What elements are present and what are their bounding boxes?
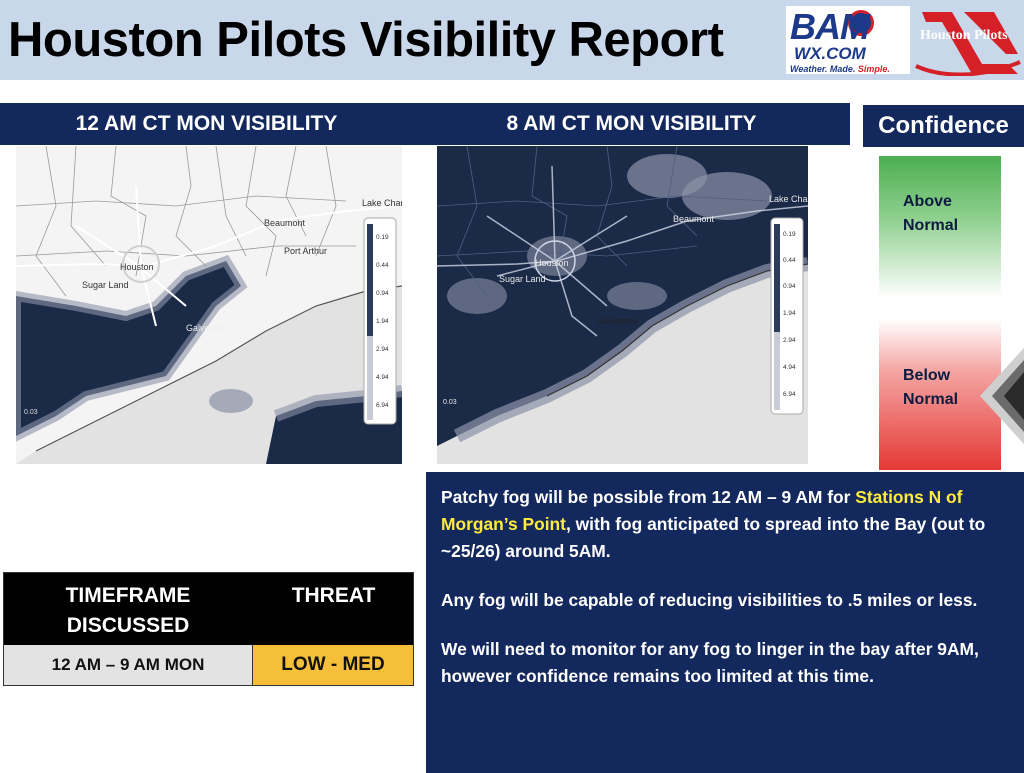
- map2-legend-tick: 6.94: [783, 391, 796, 398]
- map2-city-label: Lake Char: [769, 194, 808, 204]
- discussion-paragraph-2: Any fog will be capable of reducing visi…: [441, 590, 978, 610]
- bam-wx-logo: BAM WX.COM Weather. Made. Simple.: [786, 6, 910, 74]
- map1-legend-tick: 1.94: [376, 318, 389, 325]
- map2-legend-tick: 2.94: [783, 337, 796, 344]
- confidence-above-normal-label: Above Normal: [903, 193, 959, 234]
- houston-pilots-logo-text: Houston Pilots: [920, 28, 1008, 43]
- map1-legend-tick: 0.19: [376, 234, 389, 241]
- discussion-paragraph-1: Patchy fog will be possible from 12 AM –…: [441, 487, 986, 561]
- houston-pilots-emblem-icon: [915, 12, 1021, 77]
- map2-city-label: Beaumont: [673, 214, 715, 224]
- threat-table: TIMEFRAME DISCUSSED THREAT 12 AM – 9 AM …: [3, 572, 414, 686]
- timeframe-column-header: TIMEFRAME DISCUSSED: [65, 584, 191, 637]
- map1-city-label: Sugar Land: [82, 280, 129, 290]
- map2-city-label: Sugar Land: [499, 274, 546, 284]
- map2-legend-tick: 0.19: [783, 231, 796, 238]
- map1-legend-tick: 4.94: [376, 374, 389, 381]
- map1-legend-tick: 2.94: [376, 346, 389, 353]
- panel-title-12am: 12 AM CT MON VISIBILITY: [0, 103, 413, 145]
- map1-legend: 0.19 0.44 0.94 1.94 2.94 4.94 6.94: [363, 217, 397, 425]
- map2-legend-tick: 0.44: [783, 257, 796, 264]
- page-title: Houston Pilots Visibility Report: [8, 13, 724, 67]
- map1-corner-value: 0.03: [24, 409, 38, 416]
- bam-logo-domain: WX.COM: [794, 44, 866, 63]
- threat-column-header: THREAT: [291, 584, 376, 607]
- timeframe-cell: 12 AM – 9 AM MON: [4, 645, 253, 685]
- confidence-title: Confidence: [863, 105, 1024, 147]
- bam-logo-tagline: Weather. Made. Simple.: [790, 64, 890, 74]
- map1-city-label: Lake Char: [362, 198, 402, 208]
- bam-globe-icon: [848, 10, 874, 36]
- map1-legend-tick: 6.94: [376, 402, 389, 409]
- houston-pilots-logo: Houston Pilots: [912, 4, 1024, 77]
- stations-highlight: Stations N of Morgan’s Point: [441, 487, 963, 534]
- map1-city-label: Port Arthur: [284, 246, 327, 256]
- map1-city-label: Galveston: [186, 323, 227, 333]
- header-bar: Houston Pilots Visibility Report BAM WX.…: [0, 0, 1024, 80]
- map2-legend-tick: 1.94: [783, 310, 796, 317]
- map2-corner-value: 0.03: [443, 399, 457, 406]
- panel-title-8am: 8 AM CT MON VISIBILITY: [413, 103, 850, 145]
- map2-city-label: Galveston: [597, 316, 638, 326]
- map1-legend-tick: 0.94: [376, 290, 389, 297]
- map1-city-label: Beaumont: [264, 218, 306, 228]
- discussion-paragraph-3: We will need to monitor for any fog to l…: [441, 639, 979, 686]
- map2-legend-tick: 0.94: [783, 283, 796, 290]
- map2-legend: 0.19 0.44 0.94 1.94 2.94 4.94 6.94: [770, 217, 804, 415]
- threat-table-header: TIMEFRAME DISCUSSED THREAT: [4, 573, 413, 645]
- threat-level-cell: LOW - MED: [253, 645, 413, 685]
- map2-legend-tick: 4.94: [783, 364, 796, 371]
- bam-logo-word: BAM: [790, 6, 870, 47]
- map2-city-label: Houston: [535, 258, 569, 268]
- table-row: 12 AM – 9 AM MON LOW - MED: [4, 645, 413, 685]
- confidence-scale: Above Normal Below Normal: [879, 156, 1001, 470]
- visibility-map-12am: Beaumont Port Arthur Houston Sugar Land …: [16, 146, 402, 464]
- map1-legend-tick: 0.44: [376, 262, 389, 269]
- confidence-pointer-icon: [978, 348, 1024, 444]
- visibility-map-8am: Beaumont Houston Sugar Land Galveston La…: [437, 146, 808, 464]
- confidence-below-normal-label: Below Normal: [903, 367, 959, 408]
- map1-city-label: Houston: [120, 262, 154, 272]
- discussion-box: Patchy fog will be possible from 12 AM –…: [426, 472, 1024, 773]
